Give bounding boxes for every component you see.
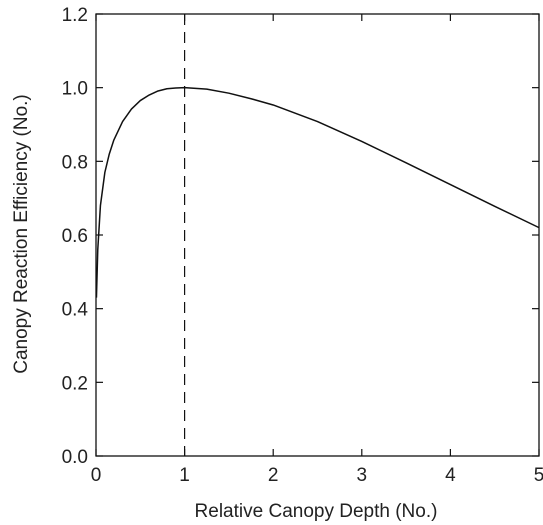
- y-tick-label: 0.6: [62, 226, 88, 247]
- x-tick-label: 5: [534, 465, 543, 486]
- y-tick-label: 0.0: [62, 447, 88, 468]
- y-tick-label: 0.4: [62, 300, 89, 321]
- y-tick-label: 0.2: [62, 373, 88, 394]
- plot-border: [95, 13, 540, 457]
- plot-frame: [95, 13, 540, 457]
- x-tick-label: 2: [268, 465, 279, 486]
- series-layer: [95, 86, 540, 298]
- y-axis-ticks: 0.0 0.2 0.4 0.6 0.8 1.0 1.2: [62, 5, 539, 468]
- x-tick-label: 1: [179, 465, 190, 486]
- y-tick-label: 1.2: [62, 5, 88, 26]
- x-tick-label: 0: [91, 465, 102, 486]
- x-axis-ticks: 0 1 2 3 4 5: [91, 14, 543, 486]
- y-axis-label: Canopy Reaction Efficiency (No.): [11, 94, 32, 374]
- x-axis-label: Relative Canopy Depth (No.): [195, 501, 438, 522]
- y-tick-label: 1.0: [62, 79, 88, 100]
- x-tick-label: 3: [357, 465, 368, 486]
- series-line: [95, 86, 540, 298]
- x-tick-label: 4: [445, 465, 456, 486]
- y-tick-label: 0.8: [62, 152, 88, 173]
